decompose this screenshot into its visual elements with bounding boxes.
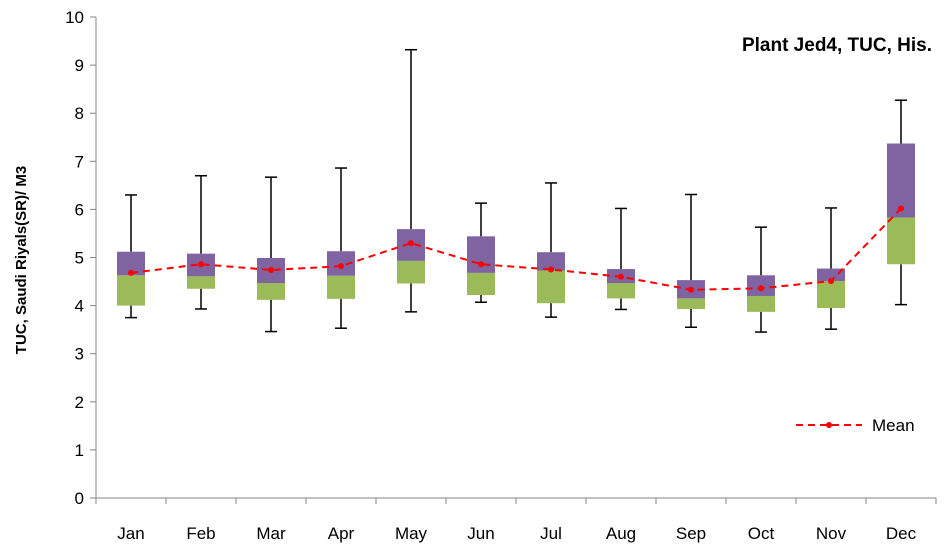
lower-box bbox=[187, 276, 215, 289]
mean-point bbox=[128, 269, 134, 276]
boxes bbox=[117, 143, 915, 312]
y-tick-label: 1 bbox=[75, 441, 84, 460]
lower-box bbox=[677, 298, 705, 309]
x-tick-label: Jul bbox=[540, 524, 562, 543]
mean-point bbox=[618, 273, 624, 280]
upper-box bbox=[887, 143, 915, 218]
lower-box bbox=[747, 295, 775, 312]
upper-box bbox=[467, 236, 495, 273]
lower-box bbox=[467, 272, 495, 296]
lower-box bbox=[887, 217, 915, 265]
mean-point bbox=[478, 261, 484, 268]
y-tick-labels: 0 1 2 3 4 5 6 7 8 9 10 bbox=[65, 8, 84, 508]
mean-point bbox=[898, 205, 904, 212]
y-tick-label: 6 bbox=[75, 200, 84, 219]
x-tick-label: Feb bbox=[186, 524, 215, 543]
x-tick-label: Jun bbox=[467, 524, 494, 543]
lower-box bbox=[607, 282, 635, 299]
x-tick-label: Dec bbox=[886, 524, 917, 543]
lower-box bbox=[327, 275, 355, 299]
y-tick-label: 9 bbox=[75, 56, 84, 75]
mean-point bbox=[408, 240, 414, 247]
x-tick-label: Oct bbox=[748, 524, 775, 543]
lower-box bbox=[257, 282, 285, 300]
x-tick-label: Sep bbox=[676, 524, 706, 543]
x-tick-label: May bbox=[395, 524, 428, 543]
lower-box bbox=[537, 270, 565, 304]
legend-mean-label: Mean bbox=[872, 416, 915, 435]
mean-series bbox=[128, 205, 904, 293]
lower-box bbox=[397, 260, 425, 284]
x-tick-label: Aug bbox=[606, 524, 636, 543]
legend-mean-marker bbox=[826, 422, 832, 428]
mean-point bbox=[828, 278, 834, 285]
y-axis-label: TUC, Saudi Riyals(SR)/ M3 bbox=[13, 166, 30, 354]
axes bbox=[90, 16, 937, 504]
y-tick-label: 8 bbox=[75, 104, 84, 123]
x-tick-label: Apr bbox=[328, 524, 355, 543]
mean-point bbox=[688, 286, 694, 293]
mean-point bbox=[198, 261, 204, 268]
x-tick-label: Jan bbox=[117, 524, 144, 543]
mean-point bbox=[548, 266, 554, 273]
x-tick-label: Mar bbox=[256, 524, 286, 543]
mean-point bbox=[268, 267, 274, 274]
mean-point bbox=[758, 285, 764, 292]
mean-line bbox=[130, 207, 902, 291]
mean-point bbox=[338, 263, 344, 270]
lower-box bbox=[817, 281, 845, 309]
y-tick-label: 3 bbox=[75, 345, 84, 364]
upper-box bbox=[117, 251, 145, 276]
y-tick-label: 2 bbox=[75, 393, 84, 412]
x-tick-label: Nov bbox=[816, 524, 847, 543]
y-tick-label: 7 bbox=[75, 152, 84, 171]
whiskers bbox=[125, 48, 907, 333]
y-tick-label: 0 bbox=[75, 489, 84, 508]
y-tick-label: 10 bbox=[65, 8, 84, 27]
chart-title: Plant Jed4, TUC, His. bbox=[742, 35, 932, 56]
y-tick-label: 4 bbox=[75, 297, 84, 316]
legend: Mean bbox=[796, 416, 915, 435]
upper-box bbox=[537, 252, 565, 271]
upper-box bbox=[817, 268, 845, 282]
x-tick-labels: Jan Feb Mar Apr May Jun Jul Aug Sep Oct Nov Dec bbox=[117, 524, 916, 543]
lower-box bbox=[117, 275, 145, 306]
y-tick-label: 5 bbox=[75, 249, 84, 268]
